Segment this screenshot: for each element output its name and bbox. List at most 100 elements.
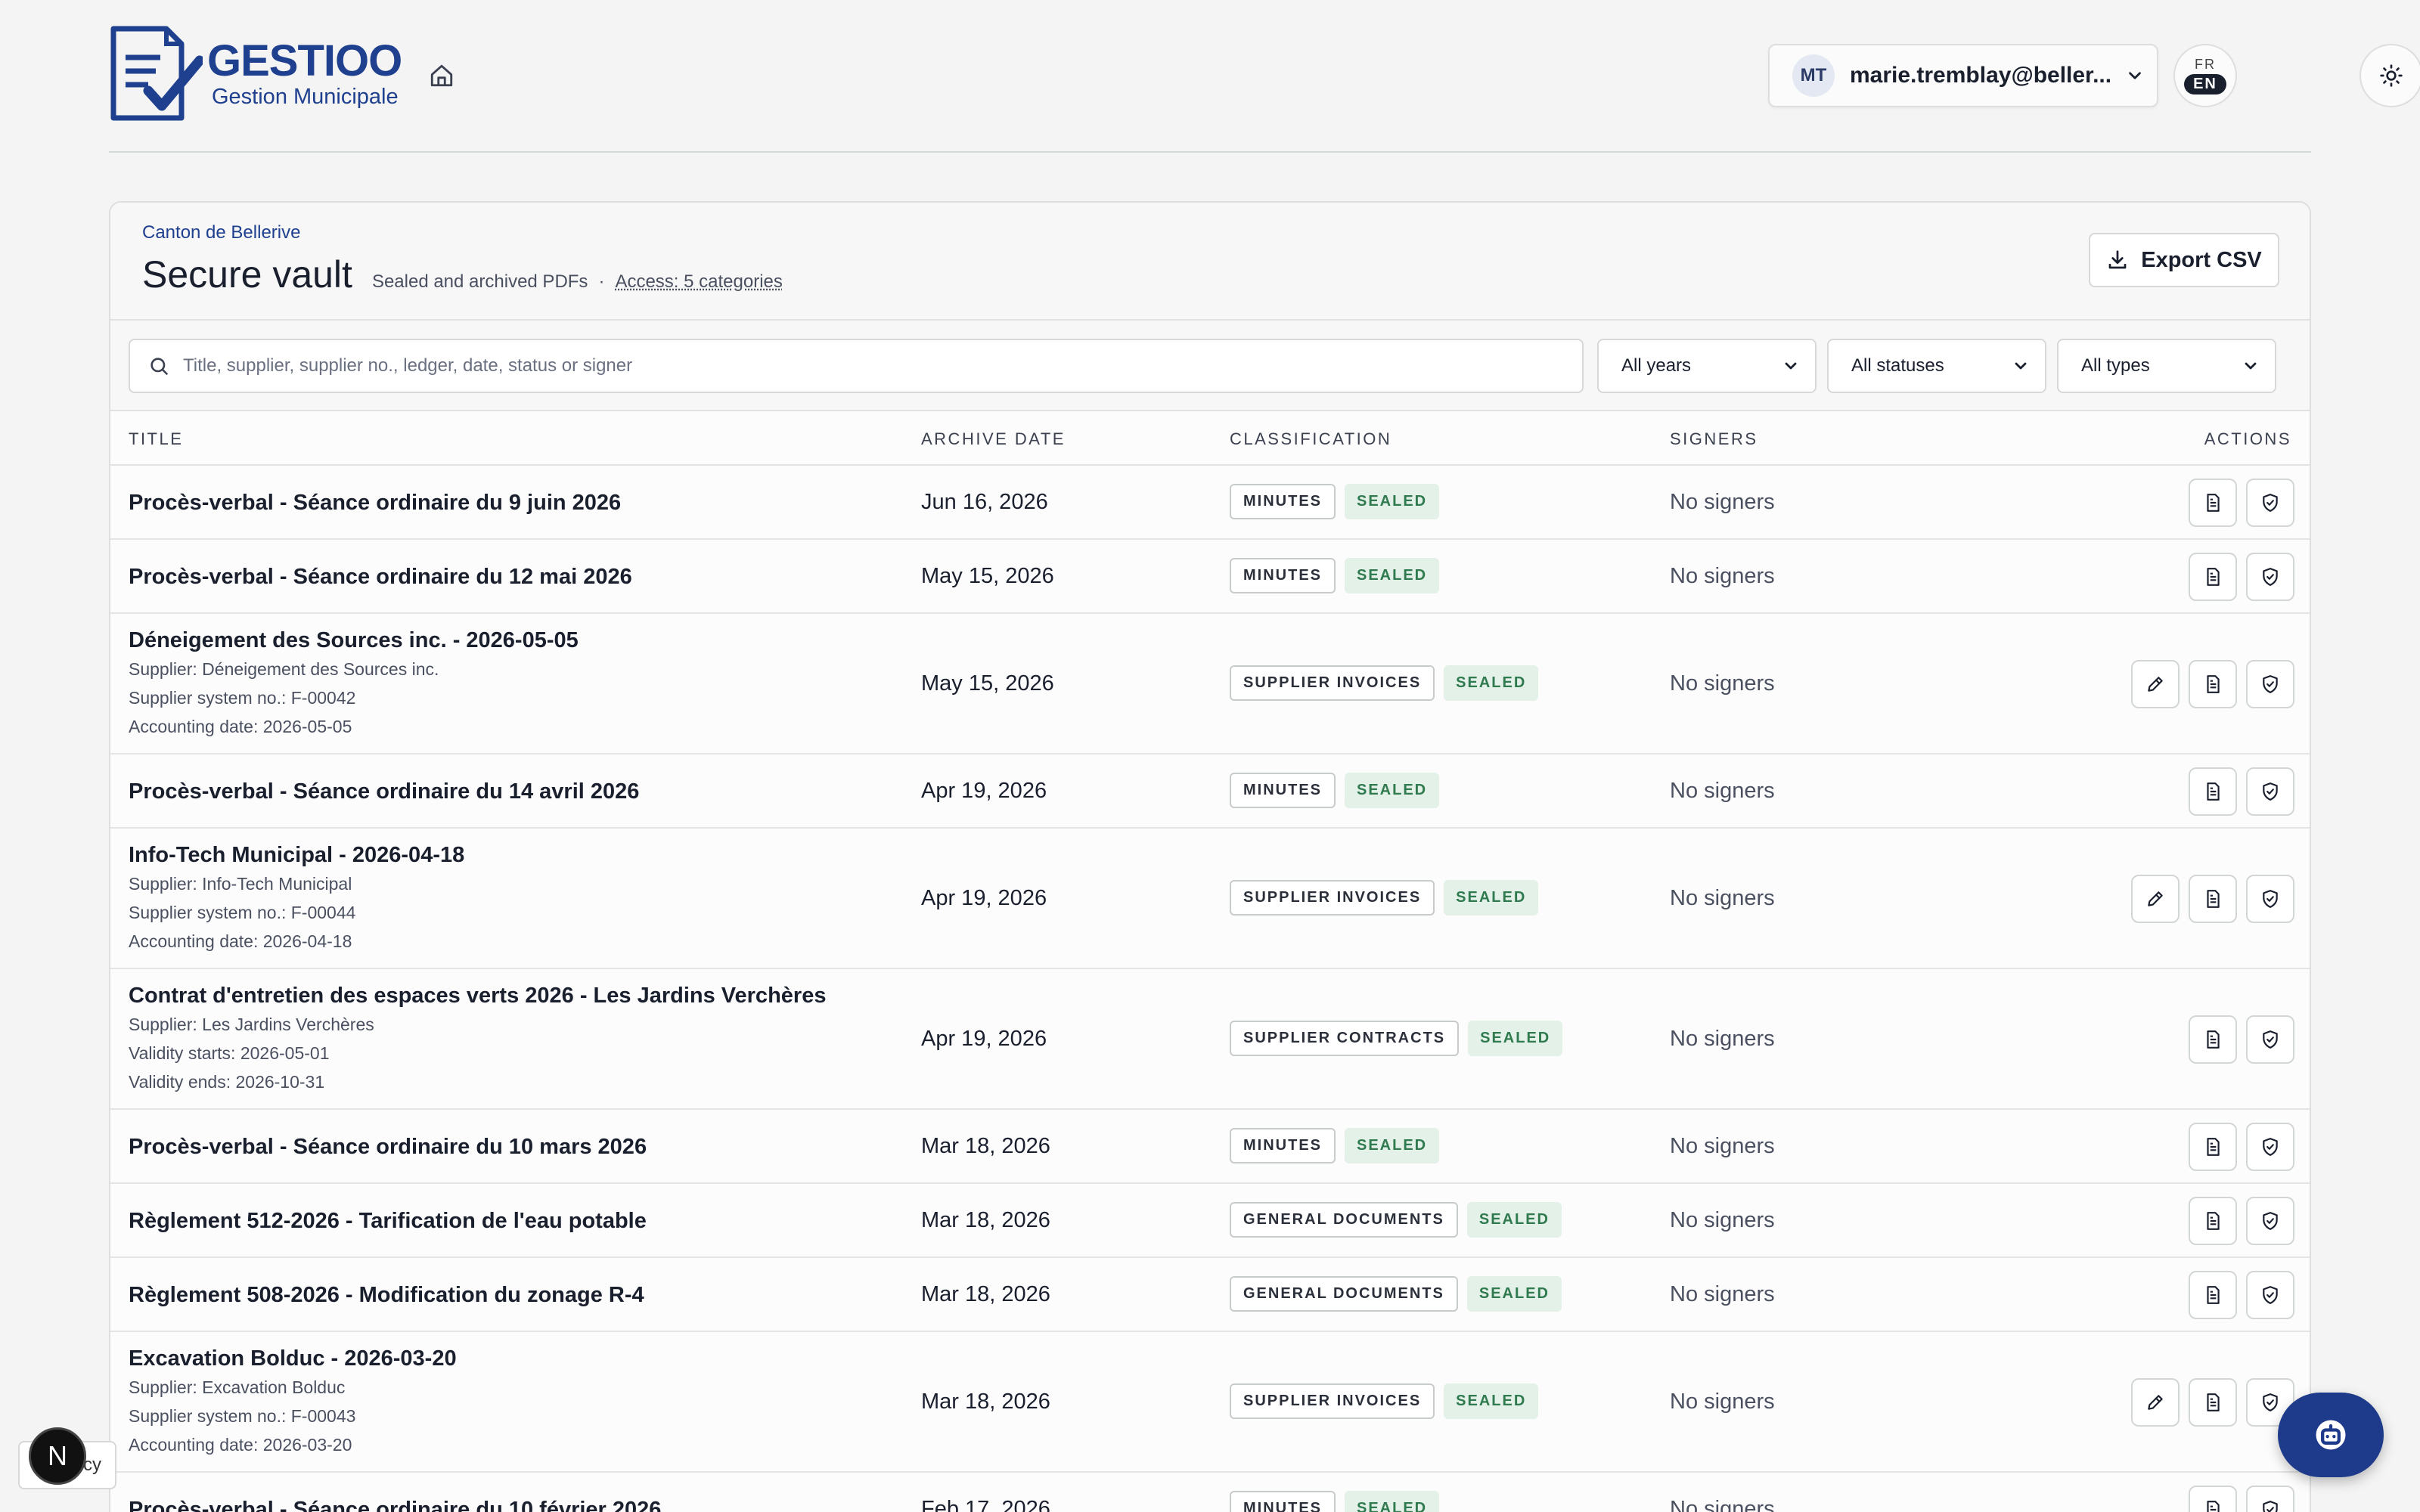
view-pdf-button[interactable] <box>2189 553 2237 601</box>
verify-seal-button[interactable] <box>2246 1486 2294 1512</box>
row-title[interactable]: Procès-verbal - Séance ordinaire du 10 f… <box>129 1495 661 1512</box>
separator-dot: · <box>598 271 604 293</box>
view-pdf-button[interactable] <box>2189 1197 2237 1245</box>
table-row[interactable]: Déneigement des Sources inc. - 2026-05-0… <box>110 614 2311 754</box>
row-title[interactable]: Procès-verbal - Séance ordinaire du 9 ju… <box>129 488 621 517</box>
logo-subtitle: Gestion Municipale <box>212 84 402 110</box>
assistant-chat-button[interactable] <box>2278 1393 2384 1477</box>
table-row[interactable]: Procès-verbal - Séance ordinaire du 10 f… <box>110 1473 2311 1512</box>
classification-tag: GENERAL DOCUMENTS <box>1230 1276 1458 1312</box>
view-pdf-button[interactable] <box>2189 1271 2237 1319</box>
verify-seal-button[interactable] <box>2246 660 2294 708</box>
status-badge: SEALED <box>1444 880 1538 916</box>
table-row[interactable]: Procès-verbal - Séance ordinaire du 14 a… <box>110 754 2311 829</box>
logo-name: GESTIOO <box>207 39 402 84</box>
table-row[interactable]: Procès-verbal - Séance ordinaire du 12 m… <box>110 540 2311 614</box>
row-meta-line: Supplier: Info-Tech Municipal <box>129 869 464 898</box>
row-title[interactable]: Procès-verbal - Séance ordinaire du 14 a… <box>129 777 639 806</box>
shield-check-icon <box>2260 1211 2280 1231</box>
verify-seal-button[interactable] <box>2246 1015 2294 1064</box>
row-title[interactable]: Règlement 508-2026 - Modification du zon… <box>129 1281 644 1309</box>
signers-text: No signers <box>1670 1027 1775 1052</box>
verify-seal-button[interactable] <box>2246 875 2294 923</box>
shield-check-icon <box>2260 889 2280 909</box>
year-filter-select[interactable]: All years <box>1597 339 1817 393</box>
verify-seal-button[interactable] <box>2246 1123 2294 1171</box>
logo-document-check-icon <box>109 26 203 122</box>
column-header-signers[interactable]: SIGNERS <box>1670 429 1758 449</box>
document-icon <box>2203 1030 2223 1049</box>
edit-button[interactable] <box>2131 660 2180 708</box>
table-row[interactable]: Règlement 512-2026 - Tarification de l'e… <box>110 1184 2311 1258</box>
row-title[interactable]: Procès-verbal - Séance ordinaire du 10 m… <box>129 1132 647 1161</box>
logo[interactable]: GESTIOO Gestion Municipale <box>109 26 402 122</box>
language-toggle[interactable]: FR EN <box>2173 44 2237 107</box>
edit-button[interactable] <box>2131 1378 2180 1427</box>
row-title[interactable]: Contrat d'entretien des espaces verts 20… <box>129 981 826 1010</box>
view-pdf-button[interactable] <box>2189 875 2237 923</box>
shield-check-icon <box>2260 1137 2280 1157</box>
verify-seal-button[interactable] <box>2246 479 2294 527</box>
status-badge: SEALED <box>1345 484 1439 519</box>
search-input[interactable] <box>183 355 1544 376</box>
verify-seal-button[interactable] <box>2246 767 2294 816</box>
document-icon <box>2203 1500 2223 1512</box>
document-icon <box>2203 493 2223 513</box>
row-meta-line: Supplier: Excavation Bolduc <box>129 1373 457 1402</box>
archive-date: Mar 18, 2026 <box>921 1282 1050 1307</box>
pencil-icon <box>2145 1393 2165 1412</box>
row-title[interactable]: Procès-verbal - Séance ordinaire du 12 m… <box>129 562 632 591</box>
column-header-archive-date[interactable]: ARCHIVE DATE <box>921 429 1066 449</box>
home-icon <box>429 63 455 88</box>
document-icon <box>2203 782 2223 801</box>
dev-tools-badge[interactable]: N <box>29 1427 86 1485</box>
verify-seal-button[interactable] <box>2246 1197 2294 1245</box>
view-pdf-button[interactable] <box>2189 1486 2237 1512</box>
view-pdf-button[interactable] <box>2189 1015 2237 1064</box>
table-header: TITLE ARCHIVE DATE CLASSIFICATION SIGNER… <box>110 411 2310 466</box>
page-subtitle: Sealed and archived PDFs <box>372 271 588 293</box>
archive-date: Jun 16, 2026 <box>921 490 1048 515</box>
column-header-title[interactable]: TITLE <box>129 429 183 449</box>
row-title[interactable]: Excavation Bolduc - 2026-03-20 <box>129 1344 457 1373</box>
verify-seal-button[interactable] <box>2246 1271 2294 1319</box>
table-row[interactable]: Procès-verbal - Séance ordinaire du 9 ju… <box>110 466 2311 540</box>
vault-header: Canton de Bellerive Secure vault Sealed … <box>110 203 2310 321</box>
home-button[interactable] <box>427 60 457 91</box>
row-meta-line: Supplier: Déneigement des Sources inc. <box>129 655 579 683</box>
user-menu-button[interactable]: MT marie.tremblay@beller... <box>1768 44 2158 107</box>
edit-button[interactable] <box>2131 875 2180 923</box>
table-row[interactable]: Règlement 508-2026 - Modification du zon… <box>110 1258 2311 1332</box>
table-row[interactable]: Excavation Bolduc - 2026-03-20 Supplier:… <box>110 1332 2311 1473</box>
signers-text: No signers <box>1670 1497 1775 1512</box>
view-pdf-button[interactable] <box>2189 660 2237 708</box>
export-csv-button[interactable]: Export CSV <box>2089 233 2279 287</box>
verify-seal-button[interactable] <box>2246 553 2294 601</box>
classification-tag: MINUTES <box>1230 1491 1336 1512</box>
type-filter-select[interactable]: All types <box>2057 339 2276 393</box>
theme-toggle-button[interactable] <box>2360 44 2420 107</box>
view-pdf-button[interactable] <box>2189 767 2237 816</box>
view-pdf-button[interactable] <box>2189 1378 2237 1427</box>
status-badge: SEALED <box>1444 665 1538 701</box>
table-row[interactable]: Contrat d'entretien des espaces verts 20… <box>110 969 2311 1110</box>
column-header-classification[interactable]: CLASSIFICATION <box>1230 429 1392 449</box>
status-filter-select[interactable]: All statuses <box>1827 339 2046 393</box>
view-pdf-button[interactable] <box>2189 1123 2237 1171</box>
row-title[interactable]: Déneigement des Sources inc. - 2026-05-0… <box>129 626 579 655</box>
row-meta-line: Accounting date: 2026-04-18 <box>129 927 464 956</box>
chevron-down-icon <box>2125 66 2145 85</box>
table-row[interactable]: Info-Tech Municipal - 2026-04-18 Supplie… <box>110 829 2311 969</box>
row-meta-line: Accounting date: 2026-05-05 <box>129 712 579 741</box>
search-box[interactable] <box>129 339 1584 393</box>
row-meta-line: Supplier system no.: F-00044 <box>129 898 464 927</box>
view-pdf-button[interactable] <box>2189 479 2237 527</box>
signers-text: No signers <box>1670 886 1775 911</box>
archive-date: Mar 18, 2026 <box>921 1134 1050 1159</box>
access-categories-link[interactable]: Access: 5 categories <box>615 271 782 293</box>
archive-date: Mar 18, 2026 <box>921 1390 1050 1414</box>
table-row[interactable]: Procès-verbal - Séance ordinaire du 10 m… <box>110 1110 2311 1184</box>
row-title[interactable]: Info-Tech Municipal - 2026-04-18 <box>129 841 464 869</box>
document-icon <box>2203 1393 2223 1412</box>
row-title[interactable]: Règlement 512-2026 - Tarification de l'e… <box>129 1207 647 1235</box>
